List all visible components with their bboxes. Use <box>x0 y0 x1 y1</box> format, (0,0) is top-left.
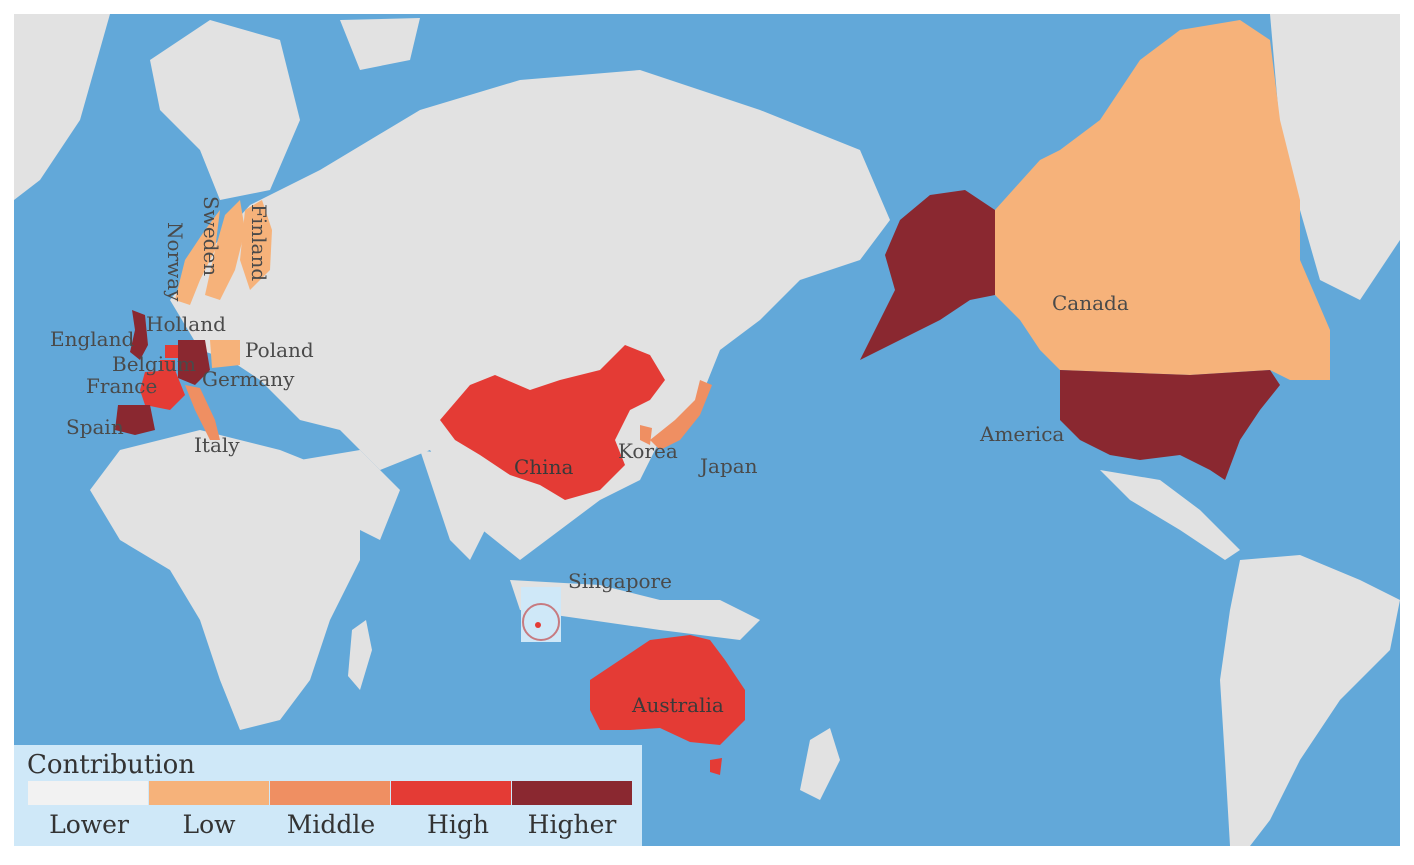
scandinavia-shape <box>150 20 300 200</box>
legend-label-high: High <box>427 810 489 839</box>
madagascar-shape <box>348 620 372 690</box>
eurasia-shape <box>170 70 890 560</box>
label-canada: Canada <box>1052 291 1129 315</box>
england-shape <box>130 310 148 360</box>
japan-shape <box>650 380 712 450</box>
africa-shape <box>90 430 360 730</box>
legend-swatches <box>28 781 632 805</box>
label-norway: Norway <box>163 222 187 302</box>
country-labels: Canada America China Korea Japan Austral… <box>50 196 1129 717</box>
arctic-island-shape <box>340 18 420 70</box>
label-spain: Spain <box>66 415 124 439</box>
label-korea: Korea <box>618 439 678 463</box>
legend-title: Contribution <box>27 750 195 780</box>
nz-shape <box>800 728 840 800</box>
label-sweden: Sweden <box>199 196 223 276</box>
label-poland: Poland <box>245 338 314 362</box>
label-belgium: Belgium <box>112 352 196 376</box>
tasmania-shape <box>710 758 722 775</box>
label-holland: Holland <box>146 312 226 336</box>
singapore-circle <box>522 603 560 641</box>
legend: Contribution Lower Low Middle High Higher <box>14 745 642 846</box>
indonesia-shape <box>510 580 760 640</box>
sweden-shape <box>205 200 245 300</box>
poland-shape <box>210 340 240 368</box>
canada-shape <box>995 20 1330 380</box>
alaska-shape <box>860 190 995 360</box>
legend-labels: Lower Low Middle High Higher <box>49 810 616 839</box>
arabia-shape <box>300 450 400 540</box>
legend-swatch-high <box>391 781 511 805</box>
label-england: England <box>50 327 134 351</box>
label-japan: Japan <box>698 454 758 478</box>
finland-shape <box>240 200 272 290</box>
norway-shape <box>175 210 220 305</box>
label-finland: Finland <box>247 204 271 281</box>
germany-shape <box>178 340 210 385</box>
label-france: France <box>86 374 157 398</box>
singapore-dot <box>535 622 541 628</box>
land-layer <box>14 14 1400 846</box>
legend-label-lower: Lower <box>49 810 129 839</box>
usa-shape <box>1060 370 1280 480</box>
countries-layer <box>115 20 1330 775</box>
legend-swatch-low <box>149 781 269 805</box>
spain-shape <box>115 405 155 435</box>
italy-shape <box>185 385 220 440</box>
india-shape <box>420 450 500 560</box>
label-singapore: Singapore <box>568 569 672 593</box>
legend-label-middle: Middle <box>287 810 375 839</box>
belgium-shape <box>160 360 175 372</box>
legend-swatch-middle <box>270 781 390 805</box>
greenland-shape <box>1270 14 1400 300</box>
label-australia: Australia <box>631 693 724 717</box>
china-shape <box>440 345 665 500</box>
legend-swatch-lower <box>28 781 148 805</box>
central-america-shape <box>1100 470 1240 560</box>
australia-shape <box>590 635 745 745</box>
label-china: China <box>514 455 573 479</box>
label-america: America <box>979 422 1064 446</box>
label-germany: Germany <box>202 367 295 391</box>
holland-shape <box>165 345 178 358</box>
legend-swatch-higher <box>512 781 632 805</box>
legend-label-low: Low <box>182 810 236 839</box>
legend-label-higher: Higher <box>528 810 617 839</box>
south-america-shape <box>1220 555 1400 846</box>
label-italy: Italy <box>194 433 240 457</box>
korea-shape <box>640 425 652 445</box>
france-shape <box>140 370 185 410</box>
northwest-land-shape <box>14 14 110 200</box>
